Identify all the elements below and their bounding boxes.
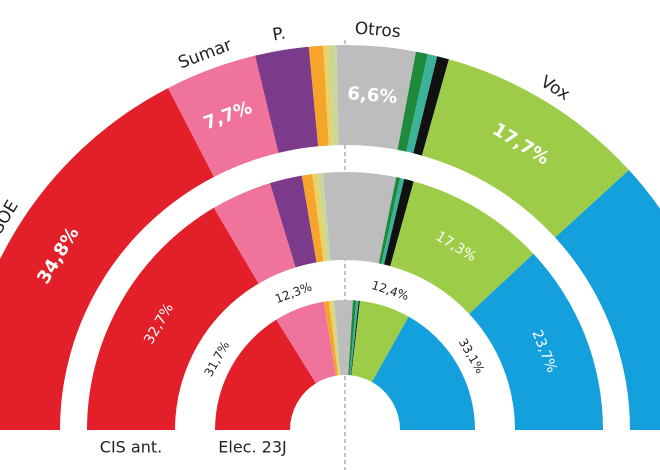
ring-segment: [332, 300, 341, 376]
value-label: 31,7%: [202, 339, 233, 379]
ring-label: CIS ant.: [100, 438, 162, 457]
ring-segment: [215, 319, 316, 430]
ring-segment: [213, 183, 296, 284]
value-label: 33,1%: [456, 336, 487, 376]
ring-segment: [0, 88, 215, 430]
ring-segment: [349, 300, 359, 376]
ring-segment: [371, 316, 475, 430]
ring-segment: [469, 253, 603, 430]
ring-segment: [381, 177, 405, 265]
ring-segment: [406, 54, 438, 154]
ring-segment: [351, 300, 409, 383]
ring-segment: [323, 45, 334, 146]
ring-segment: [312, 173, 328, 262]
ring-segment: [555, 169, 660, 430]
ring-segment: [301, 174, 324, 263]
ring-segment: [323, 301, 339, 376]
ring-segment: [421, 59, 629, 238]
ring-segment: [269, 175, 317, 268]
ring-label: Elec. 23J: [218, 438, 286, 457]
value-label: 12,3%: [273, 280, 314, 307]
value-label: 12,4%: [370, 278, 411, 303]
category-label: P.: [271, 24, 287, 46]
value-label: 6,6%: [347, 83, 398, 108]
ring-segment: [384, 178, 414, 267]
ring-segment: [276, 301, 337, 384]
ring-segment: [328, 300, 340, 376]
ring-segment: [329, 45, 339, 146]
ring-segment: [87, 207, 259, 430]
ring-segment: [318, 172, 331, 261]
ring-segment: [378, 177, 401, 264]
ring-segment: [397, 51, 428, 152]
ring-segment: [308, 45, 329, 147]
ring-segment: [413, 56, 449, 156]
ring-segment: [390, 181, 534, 314]
ring-segment: [255, 46, 319, 153]
ring-segment: [350, 300, 360, 376]
ring-segment: [322, 172, 397, 264]
category-label: Otros: [354, 18, 402, 42]
ring-segment: [348, 300, 357, 376]
ring-segment: [334, 300, 353, 376]
ring-segment: [336, 45, 416, 150]
ring-segment: [168, 55, 279, 177]
